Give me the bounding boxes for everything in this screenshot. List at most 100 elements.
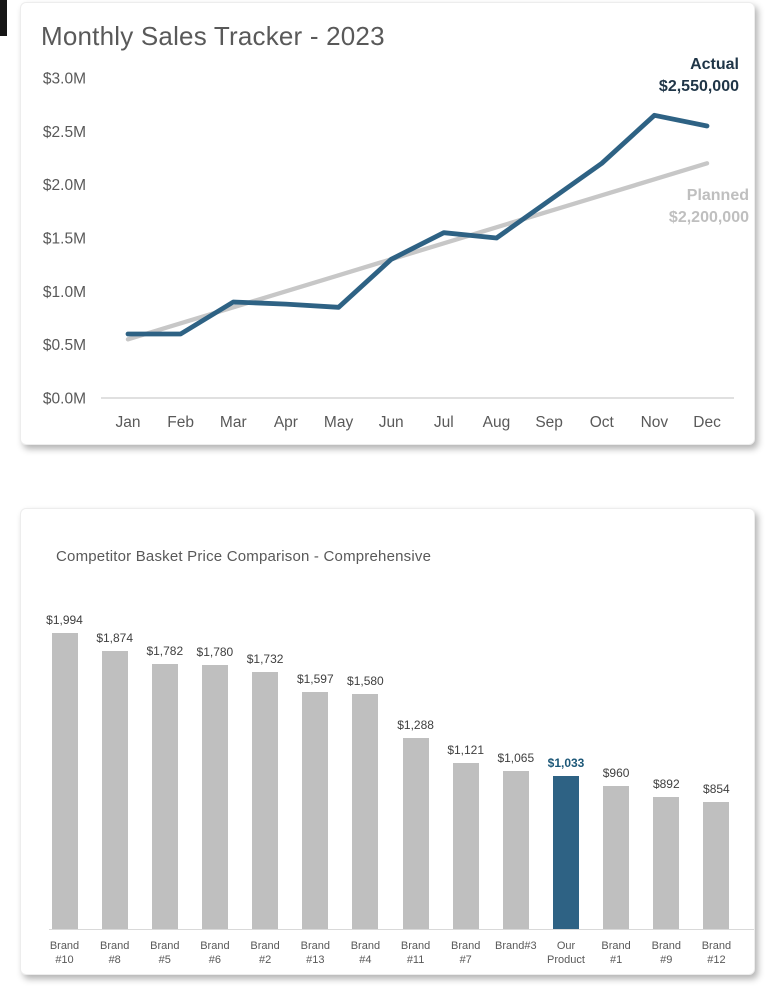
bar-category-label: Brand #12 [681, 939, 751, 967]
bar-category-label-line: #6 [208, 954, 222, 966]
y-tick-label: $1.5M [43, 231, 86, 248]
bar-value-label: $960 [602, 766, 630, 780]
bar-category-label-line: Brand [300, 940, 330, 952]
bar-category-label-line: #1 [609, 954, 623, 966]
bar-category-label-line: Our [556, 940, 576, 952]
competitor-bar [252, 672, 279, 929]
line-chart: $3.0M $2.5M $2.0M $1.5M $1.0M $0.5M $0.0M Jan Fe… [43, 56, 749, 431]
bar-category-label-line: #9 [660, 954, 673, 966]
competitor-bar [302, 692, 329, 929]
bar-category-label: Brand #2 [230, 939, 300, 967]
bar-value-label: $1,121 [447, 743, 485, 757]
bar-category-label: Brand#3 [481, 939, 551, 953]
bar-category-label-line: Brand [400, 940, 431, 952]
y-tick-label: $3.0M [43, 71, 86, 88]
actual-series-label: Actual [690, 56, 739, 73]
y-tick-label: $0.0M [43, 391, 86, 408]
bar-category-label: Our Product [531, 939, 601, 967]
x-tick-label: Jul [434, 414, 454, 431]
x-tick-label: Jun [379, 414, 404, 431]
competitor-bar [201, 665, 228, 929]
bar-category-label: Brand #6 [180, 939, 250, 967]
bar-category-label-line: Brand#3 [495, 940, 537, 952]
bar-category-label: Brand #13 [280, 939, 350, 967]
price-comparison-card: $1,994 Brand #10 $1,874 Brand #8 $1,782 Brand #5… [20, 508, 755, 975]
planned-series-value: $2,200,000 [669, 209, 749, 226]
bar-category-label: Brand #1 [581, 939, 651, 967]
x-tick-label: Nov [641, 414, 669, 431]
bar-category-label-line: Brand [250, 940, 280, 952]
competitor-bar [703, 802, 730, 929]
bar-value-label: $1,732 [246, 652, 284, 666]
bar-category-label-line: Brand [451, 940, 481, 952]
bar-category-label: Brand #5 [130, 939, 200, 967]
x-tick-label: Oct [590, 414, 615, 431]
bar-value-label: $1,288 [397, 718, 434, 732]
bar-category-label-line: #12 [707, 954, 726, 966]
bar-category-label: Brand #10 [30, 939, 100, 967]
bar-value-label: $1,874 [96, 631, 134, 645]
competitor-bar [603, 786, 630, 929]
competitor-bar [101, 651, 128, 929]
bar-category-label-line: Brand [150, 940, 180, 952]
x-tick-label: Dec [693, 414, 721, 431]
competitor-bar [51, 633, 78, 929]
bar-category-label-line: Brand [651, 940, 681, 952]
x-tick-label: Mar [220, 414, 247, 431]
bar-category-label-line: #4 [359, 954, 372, 966]
planned-series-label: Planned [687, 187, 749, 204]
screen-edge-artifact [0, 0, 7, 36]
bar-category-label-line: Brand [100, 940, 130, 952]
bar-category-label-line: Brand [701, 940, 732, 952]
y-tick-label: $0.5M [43, 337, 86, 354]
bar-value-label: $1,782 [146, 644, 184, 658]
bar-value-label: $892 [652, 777, 680, 791]
competitor-bar [402, 738, 429, 929]
bar-value-label: $1,597 [296, 672, 334, 686]
bar-category-label: Brand #7 [431, 939, 501, 967]
competitor-bar [151, 664, 178, 929]
monthly-sales-card: $3.0M $2.5M $2.0M $1.5M $1.0M $0.5M $0.0M Jan Fe… [20, 2, 755, 445]
bar-value-label: $1,033 [547, 756, 585, 770]
competitor-bar [352, 694, 379, 929]
bar-category-label-line: #10 [55, 954, 74, 966]
x-tick-label: Aug [483, 414, 511, 431]
y-tick-label: $1.0M [43, 284, 86, 301]
bar-category-label-line: Brand [49, 940, 80, 952]
competitor-bar [452, 763, 479, 929]
x-tick-label: Feb [167, 414, 194, 431]
x-tick-label: Apr [274, 414, 298, 431]
bar-category-label: Brand #4 [330, 939, 400, 967]
competitor-bar [653, 797, 680, 929]
bar-chart-title: Competitor Basket Price Comparison - Com… [56, 548, 432, 565]
competitor-bar [502, 771, 529, 929]
bar-value-label: $1,780 [196, 645, 234, 659]
bar-category-label-line: #11 [406, 954, 425, 966]
bar-value-label: $1,994 [46, 613, 83, 627]
x-tick-label: Jan [116, 414, 141, 431]
bar-category-label-line: #8 [108, 954, 121, 966]
y-tick-label: $2.5M [43, 124, 86, 141]
bar-category-label-line: Product [547, 954, 585, 966]
bar-category-label: Brand #11 [381, 939, 451, 967]
bar-axis-line [49, 929, 754, 930]
bar-category-label-line: Brand [200, 940, 230, 952]
actual-series-value: $2,550,000 [659, 78, 739, 95]
bar-category-label-line: #2 [258, 954, 272, 966]
bar-category-label: Brand #8 [80, 939, 150, 967]
bar-value-label: $1,580 [347, 674, 384, 688]
x-tick-label: May [324, 414, 354, 431]
x-tick-label: Sep [535, 414, 563, 431]
actual-line [125, 112, 710, 337]
bar-category-label: Brand #9 [631, 939, 701, 967]
line-chart-title: Monthly Sales Tracker - 2023 [41, 21, 385, 51]
bar-category-label-line: #13 [306, 954, 325, 966]
bar-value-label: $854 [703, 782, 730, 796]
bar-category-label-line: Brand [601, 940, 631, 952]
bar-chart: $1,994 Brand #10 $1,874 Brand #8 $1,782 Brand #5… [21, 509, 756, 976]
bar-value-label: $1,065 [497, 751, 535, 765]
our-product-bar [553, 776, 579, 929]
bar-category-label-line: #5 [158, 954, 171, 966]
bar-category-label-line: #7 [459, 954, 472, 966]
y-tick-label: $2.0M [43, 177, 86, 194]
